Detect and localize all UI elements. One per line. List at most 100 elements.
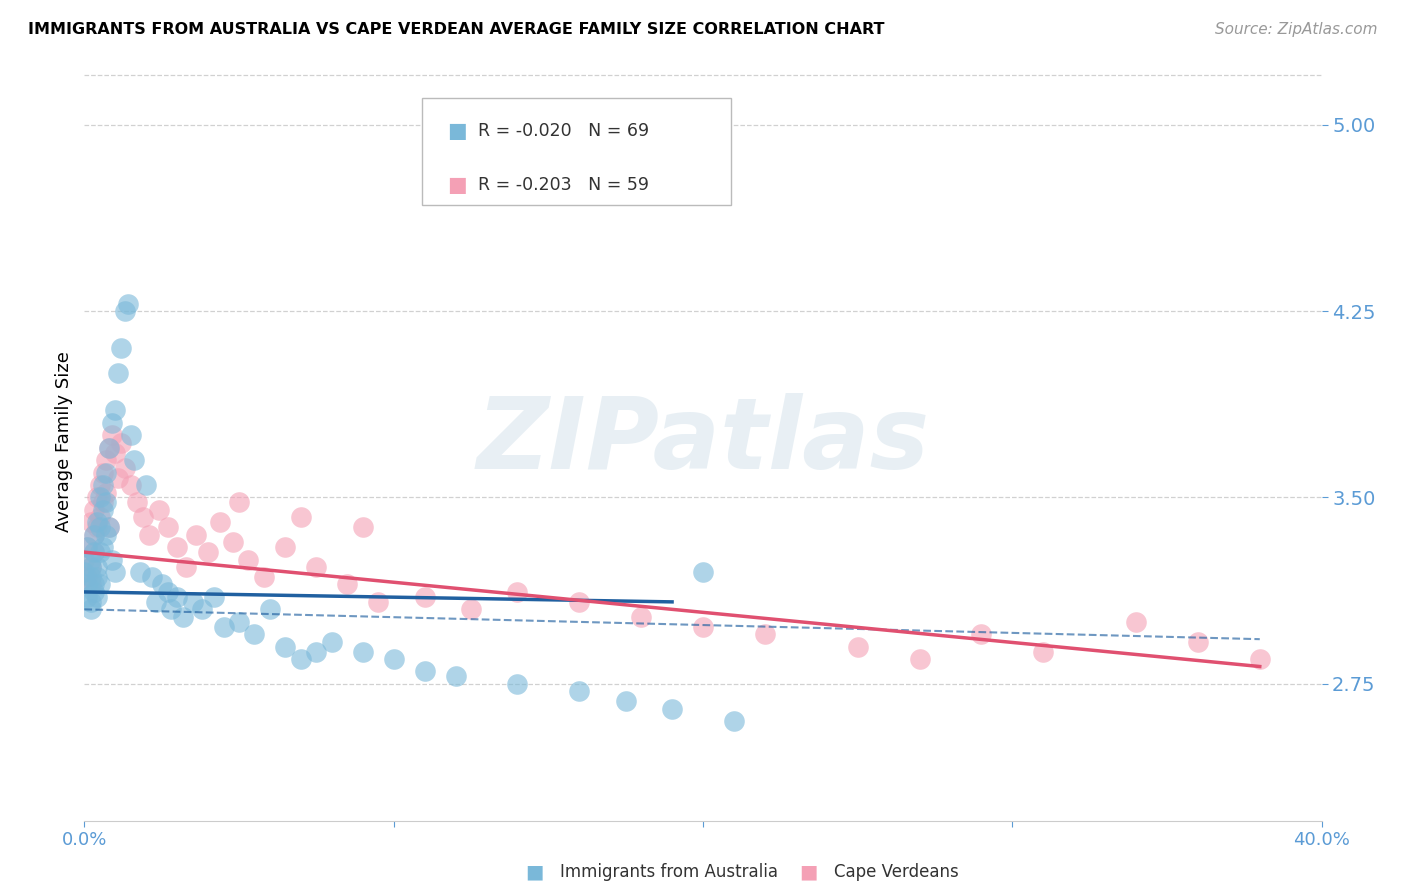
Point	[630, 609, 652, 624]
Point	[98, 520, 121, 534]
Point	[86, 590, 108, 604]
Point	[120, 478, 142, 492]
Point	[138, 528, 160, 542]
Point	[661, 702, 683, 716]
Point	[94, 453, 117, 467]
Text: ■: ■	[799, 863, 818, 882]
Point	[460, 602, 482, 616]
Point	[91, 466, 114, 480]
Point	[132, 510, 155, 524]
Text: ZIPatlas: ZIPatlas	[477, 393, 929, 490]
Point	[1125, 615, 1147, 629]
Point	[101, 552, 124, 566]
Point	[120, 428, 142, 442]
Point	[1187, 634, 1209, 648]
Point	[79, 595, 101, 609]
Point	[94, 528, 117, 542]
Point	[846, 640, 869, 654]
Point	[754, 627, 776, 641]
Point	[86, 520, 108, 534]
Point	[692, 565, 714, 579]
Point	[202, 590, 225, 604]
Point	[104, 565, 127, 579]
Point	[76, 540, 98, 554]
Point	[79, 570, 101, 584]
Point	[98, 441, 121, 455]
Point	[76, 590, 98, 604]
Point	[79, 560, 101, 574]
Point	[150, 577, 173, 591]
Point	[91, 503, 114, 517]
Point	[191, 602, 214, 616]
Point	[382, 652, 405, 666]
Text: R = -0.020   N = 69: R = -0.020 N = 69	[478, 122, 650, 140]
Point	[970, 627, 993, 641]
Point	[98, 441, 121, 455]
Point	[184, 528, 207, 542]
Point	[209, 516, 232, 530]
Point	[352, 520, 374, 534]
Point	[614, 694, 637, 708]
Point	[83, 545, 105, 559]
Point	[91, 495, 114, 509]
Point	[305, 644, 328, 658]
Point	[321, 634, 343, 648]
Point	[104, 446, 127, 460]
Point	[692, 620, 714, 634]
Point	[444, 669, 467, 683]
Point	[723, 714, 745, 729]
Point	[166, 540, 188, 554]
Point	[181, 595, 204, 609]
Y-axis label: Average Family Size: Average Family Size	[55, 351, 73, 532]
Point	[506, 585, 529, 599]
Point	[76, 540, 98, 554]
Point	[89, 577, 111, 591]
Point	[166, 590, 188, 604]
Point	[83, 528, 105, 542]
Point	[253, 570, 276, 584]
Point	[79, 560, 101, 574]
Point	[117, 296, 139, 310]
Point	[908, 652, 931, 666]
Point	[122, 453, 145, 467]
Point	[506, 677, 529, 691]
Point	[73, 565, 96, 579]
Text: ■: ■	[524, 863, 544, 882]
Point	[114, 304, 136, 318]
Point	[73, 552, 96, 566]
Point	[91, 478, 114, 492]
Point	[156, 520, 179, 534]
Point	[101, 428, 124, 442]
Point	[156, 585, 179, 599]
Point	[110, 341, 132, 355]
Text: Cape Verdeans: Cape Verdeans	[834, 863, 959, 881]
Point	[76, 577, 98, 591]
Point	[367, 595, 389, 609]
Point	[125, 495, 148, 509]
Point	[91, 540, 114, 554]
Text: ■: ■	[447, 175, 467, 194]
Point	[83, 545, 105, 559]
Point	[83, 503, 105, 517]
Text: R = -0.203   N = 59: R = -0.203 N = 59	[478, 176, 650, 194]
Point	[336, 577, 359, 591]
Point	[89, 491, 111, 505]
Point	[104, 403, 127, 417]
Point	[274, 640, 297, 654]
Point	[86, 491, 108, 505]
Point	[86, 560, 108, 574]
Point	[94, 485, 117, 500]
Point	[259, 602, 281, 616]
Point	[76, 570, 98, 584]
Point	[145, 595, 167, 609]
Point	[148, 503, 170, 517]
Point	[238, 552, 260, 566]
Point	[98, 520, 121, 534]
Point	[101, 416, 124, 430]
Point	[79, 516, 101, 530]
Point	[228, 495, 250, 509]
Point	[107, 366, 129, 380]
Point	[89, 510, 111, 524]
Point	[129, 565, 152, 579]
Point	[568, 684, 591, 698]
